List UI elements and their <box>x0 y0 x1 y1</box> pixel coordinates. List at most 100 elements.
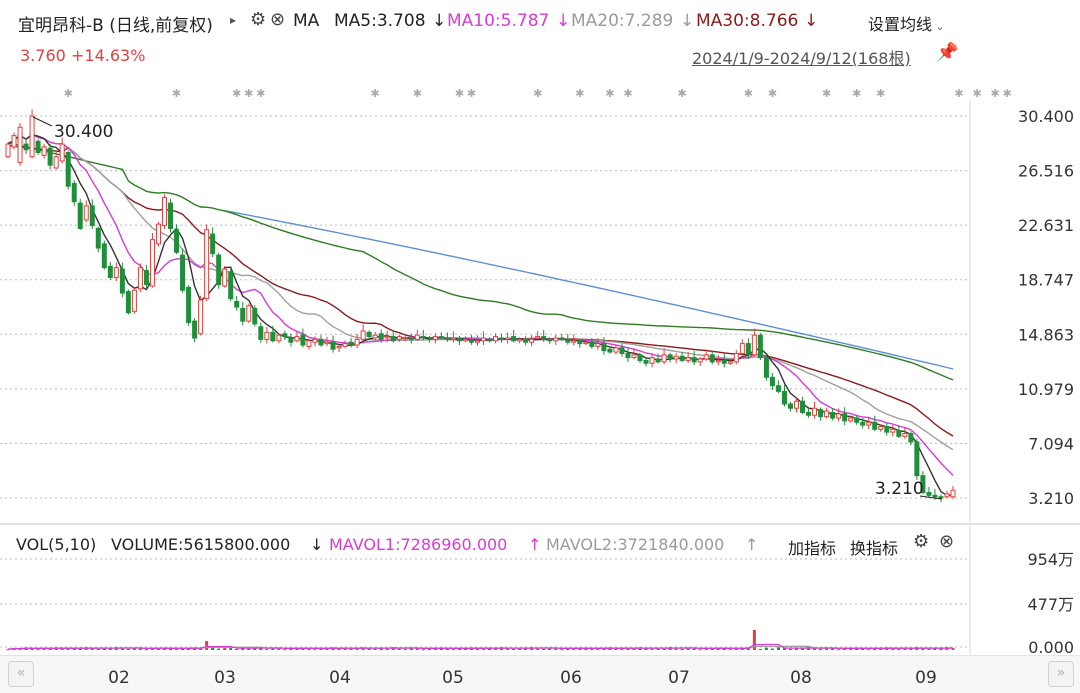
stock-name[interactable]: 宜明昂科-B (日线,前复权) <box>18 16 213 36</box>
candle-body <box>384 336 390 339</box>
volume-bar <box>90 648 94 650</box>
x-axis-bg <box>0 655 1080 693</box>
volume-bar <box>939 648 943 650</box>
volume-bar <box>421 649 425 651</box>
candle-body <box>938 496 944 499</box>
volume-bar <box>512 648 516 650</box>
candle-body <box>721 359 727 364</box>
candle-body <box>456 337 462 342</box>
candle-body <box>685 357 691 361</box>
candle-body <box>613 347 619 353</box>
candle-body <box>667 354 673 360</box>
volume-bar <box>367 648 371 650</box>
candle-body <box>884 425 890 433</box>
volume-bar <box>752 629 756 650</box>
event-marker-icon: ✱ <box>244 87 253 100</box>
scroll-left-button[interactable]: « <box>8 661 34 687</box>
candle-body <box>932 494 938 498</box>
ma30-arrow-icon: ↓ <box>804 11 819 31</box>
candle-body <box>812 407 818 416</box>
date-range[interactable]: 2024/1/9-2024/9/12(168根) <box>692 49 911 68</box>
volume-bar <box>680 648 684 650</box>
ma120-line <box>224 210 954 370</box>
x-tick-label: 06 <box>560 668 582 688</box>
candle-body <box>210 233 216 255</box>
volume-bar <box>927 648 931 650</box>
candle-body <box>89 205 95 227</box>
volume-bar <box>867 649 871 651</box>
volume-chart[interactable]: 954万 477万 0.000 <box>0 525 1080 655</box>
ma-settings-button[interactable]: 设置均线 ⌄ <box>868 11 945 35</box>
volume-bar <box>337 648 341 650</box>
event-marker-icon: ✱ <box>371 87 380 100</box>
close-circle-icon[interactable]: ⊗ <box>939 531 955 552</box>
event-marker-icon: ✱ <box>1003 87 1012 100</box>
volume-bar <box>548 647 552 650</box>
candle-body <box>23 143 29 151</box>
candle-body <box>294 336 300 342</box>
y-tick-label: 14.863 <box>1018 325 1074 344</box>
event-marker-icon: ✱ <box>467 87 476 100</box>
volume-bar <box>482 649 486 651</box>
mavol1-line <box>7 643 954 650</box>
mavol1-value: MAVOL1:7286960.000 <box>329 535 508 554</box>
candle-body <box>607 348 613 353</box>
candle-body <box>601 343 607 352</box>
add-indicator-button[interactable]: 加指标 <box>788 539 837 558</box>
event-marker-icon: ✱ <box>455 87 464 100</box>
expand-caret-icon[interactable]: ▸ <box>230 13 237 27</box>
candle-body <box>107 265 113 279</box>
ma5-line <box>7 133 954 497</box>
candle-body <box>450 337 456 340</box>
volume-bar <box>584 648 588 650</box>
volume-bar <box>385 648 389 650</box>
candle-body <box>673 355 679 360</box>
volume-bar <box>343 649 347 651</box>
scroll-right-button[interactable]: » <box>1048 661 1074 687</box>
candle-body <box>715 359 721 363</box>
ma5-value: MA5:3.708 <box>334 11 426 31</box>
y-tick-label: 18.747 <box>1018 271 1074 290</box>
volume-bar <box>247 648 251 650</box>
candle-body <box>950 489 956 498</box>
event-marker-icon: ✱ <box>852 87 861 100</box>
low-label: 3.210 <box>875 479 924 499</box>
candle-body <box>438 336 444 339</box>
candle-body <box>878 425 884 430</box>
volume-bar <box>373 648 377 650</box>
candlestick-chart[interactable]: 30.400 26.516 22.631 18.747 14.863 10.979 7.09… <box>0 0 1080 525</box>
candle-body <box>523 338 529 343</box>
candle-body <box>661 354 667 363</box>
switch-indicator-button[interactable]: 换指标 <box>850 539 899 558</box>
candle-body <box>35 140 41 154</box>
event-marker-icon: ✱ <box>172 87 181 100</box>
event-marker-icon: ✱ <box>413 87 422 100</box>
volume-bar <box>674 647 678 650</box>
candle-body <box>757 334 763 359</box>
volume-bar <box>277 648 281 650</box>
candle-body <box>71 182 77 203</box>
gear-icon[interactable]: ⚙ <box>250 9 267 30</box>
y-tick-label: 26.516 <box>1018 162 1074 181</box>
volume-value: VOLUME:5615800.000 <box>111 535 291 554</box>
candle-body <box>920 475 926 494</box>
volume-bar <box>48 648 52 650</box>
volume-bar <box>819 648 823 650</box>
vol-tick-label: 0.000 <box>1028 638 1074 655</box>
candle-body <box>95 227 101 249</box>
pin-icon[interactable]: 📌 <box>936 42 959 63</box>
candle-body <box>860 421 866 426</box>
y-tick-label: 7.094 <box>1028 434 1074 453</box>
event-marker-icon: ✱ <box>623 87 632 100</box>
candle-body <box>565 338 571 343</box>
ma10-value: MA10:5.787 <box>447 11 550 31</box>
close-circle-icon[interactable]: ⊗ <box>270 9 286 30</box>
candle-body <box>535 336 541 339</box>
candle-body <box>751 334 757 356</box>
volume-bar <box>891 648 895 650</box>
gear-icon[interactable]: ⚙ <box>913 531 930 552</box>
volume-bar <box>313 649 317 651</box>
candle-body <box>474 340 480 343</box>
candle-body <box>288 337 294 343</box>
candle-body <box>499 337 505 340</box>
